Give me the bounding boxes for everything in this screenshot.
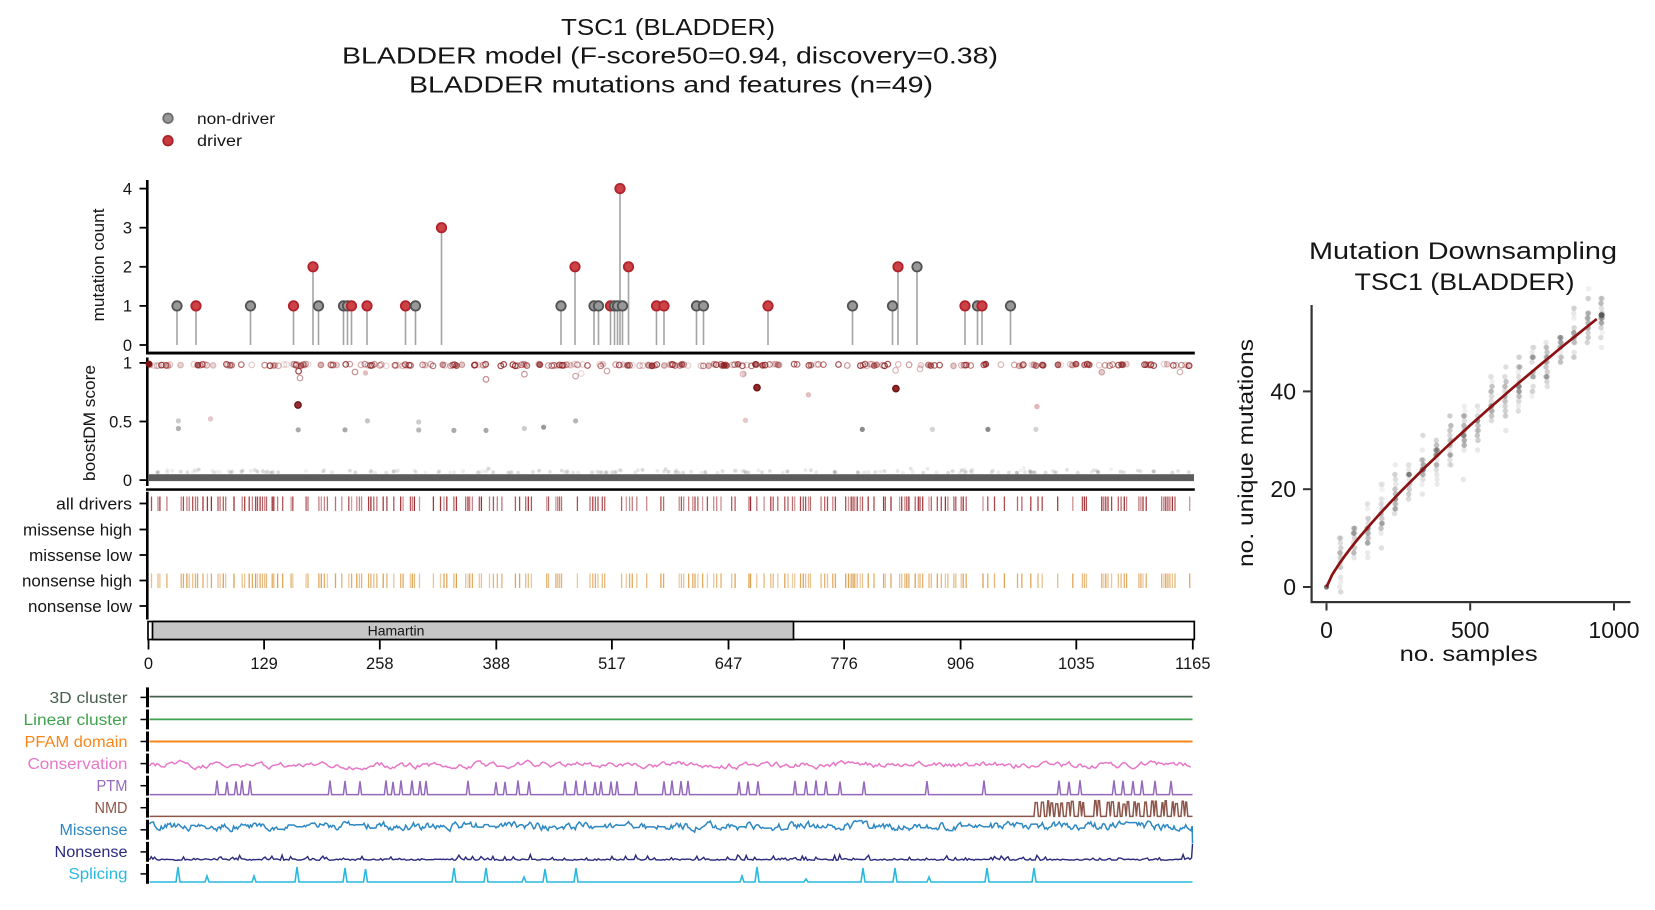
svg-text:1: 1 bbox=[123, 355, 132, 373]
svg-text:0: 0 bbox=[123, 472, 132, 490]
svg-text:1035: 1035 bbox=[1058, 655, 1095, 673]
svg-text:647: 647 bbox=[715, 655, 743, 673]
svg-text:3: 3 bbox=[123, 220, 132, 238]
svg-text:Missense: Missense bbox=[60, 822, 128, 839]
svg-text:Hamartin: Hamartin bbox=[368, 623, 425, 639]
svg-text:1000: 1000 bbox=[1588, 617, 1639, 643]
svg-text:PFAM domain: PFAM domain bbox=[25, 734, 128, 751]
svg-text:0.5: 0.5 bbox=[109, 413, 132, 431]
svg-text:NMD: NMD bbox=[95, 800, 128, 817]
svg-text:TSC1 (BLADDER): TSC1 (BLADDER) bbox=[561, 14, 775, 40]
svg-text:20: 20 bbox=[1270, 476, 1296, 502]
svg-text:BLADDER model (F-score50=0.94,: BLADDER model (F-score50=0.94, discovery… bbox=[342, 43, 998, 69]
svg-text:driver: driver bbox=[197, 133, 242, 150]
svg-text:258: 258 bbox=[366, 655, 394, 673]
svg-text:4: 4 bbox=[123, 180, 132, 198]
svg-text:3D cluster: 3D cluster bbox=[50, 690, 128, 707]
svg-text:mutation count: mutation count bbox=[90, 208, 108, 321]
svg-text:0: 0 bbox=[123, 337, 132, 355]
svg-text:Mutation Downsampling: Mutation Downsampling bbox=[1309, 238, 1617, 265]
svg-text:Splicing: Splicing bbox=[69, 866, 128, 883]
svg-text:Nonsense: Nonsense bbox=[55, 844, 128, 861]
svg-text:906: 906 bbox=[947, 655, 975, 673]
svg-text:500: 500 bbox=[1451, 617, 1489, 643]
svg-text:Linear cluster: Linear cluster bbox=[24, 712, 128, 729]
svg-text:776: 776 bbox=[830, 655, 858, 673]
svg-text:PTM: PTM bbox=[97, 778, 128, 795]
svg-text:Conservation: Conservation bbox=[28, 756, 128, 773]
svg-text:2: 2 bbox=[123, 259, 132, 277]
svg-text:no. samples: no. samples bbox=[1400, 642, 1538, 666]
svg-text:nonsense low: nonsense low bbox=[28, 598, 132, 616]
svg-text:BLADDER mutations and features: BLADDER mutations and features (n=49) bbox=[409, 72, 933, 98]
svg-text:517: 517 bbox=[598, 655, 626, 673]
svg-text:0: 0 bbox=[1320, 617, 1333, 643]
svg-text:388: 388 bbox=[483, 655, 511, 673]
svg-text:nonsense high: nonsense high bbox=[22, 572, 132, 590]
svg-text:0: 0 bbox=[1283, 574, 1296, 600]
svg-text:40: 40 bbox=[1270, 378, 1296, 404]
svg-text:0: 0 bbox=[144, 655, 153, 673]
svg-text:1: 1 bbox=[123, 298, 132, 316]
svg-text:non-driver: non-driver bbox=[197, 111, 275, 128]
svg-text:1165: 1165 bbox=[1175, 655, 1210, 673]
svg-text:missense low: missense low bbox=[29, 547, 132, 565]
svg-text:no. unique mutations: no. unique mutations bbox=[1234, 339, 1258, 567]
svg-text:TSC1 (BLADDER): TSC1 (BLADDER) bbox=[1355, 269, 1575, 296]
svg-text:all drivers: all drivers bbox=[56, 495, 132, 513]
svg-text:boostDM score: boostDM score bbox=[81, 365, 99, 481]
svg-text:missense high: missense high bbox=[23, 521, 132, 539]
svg-text:129: 129 bbox=[250, 655, 278, 673]
